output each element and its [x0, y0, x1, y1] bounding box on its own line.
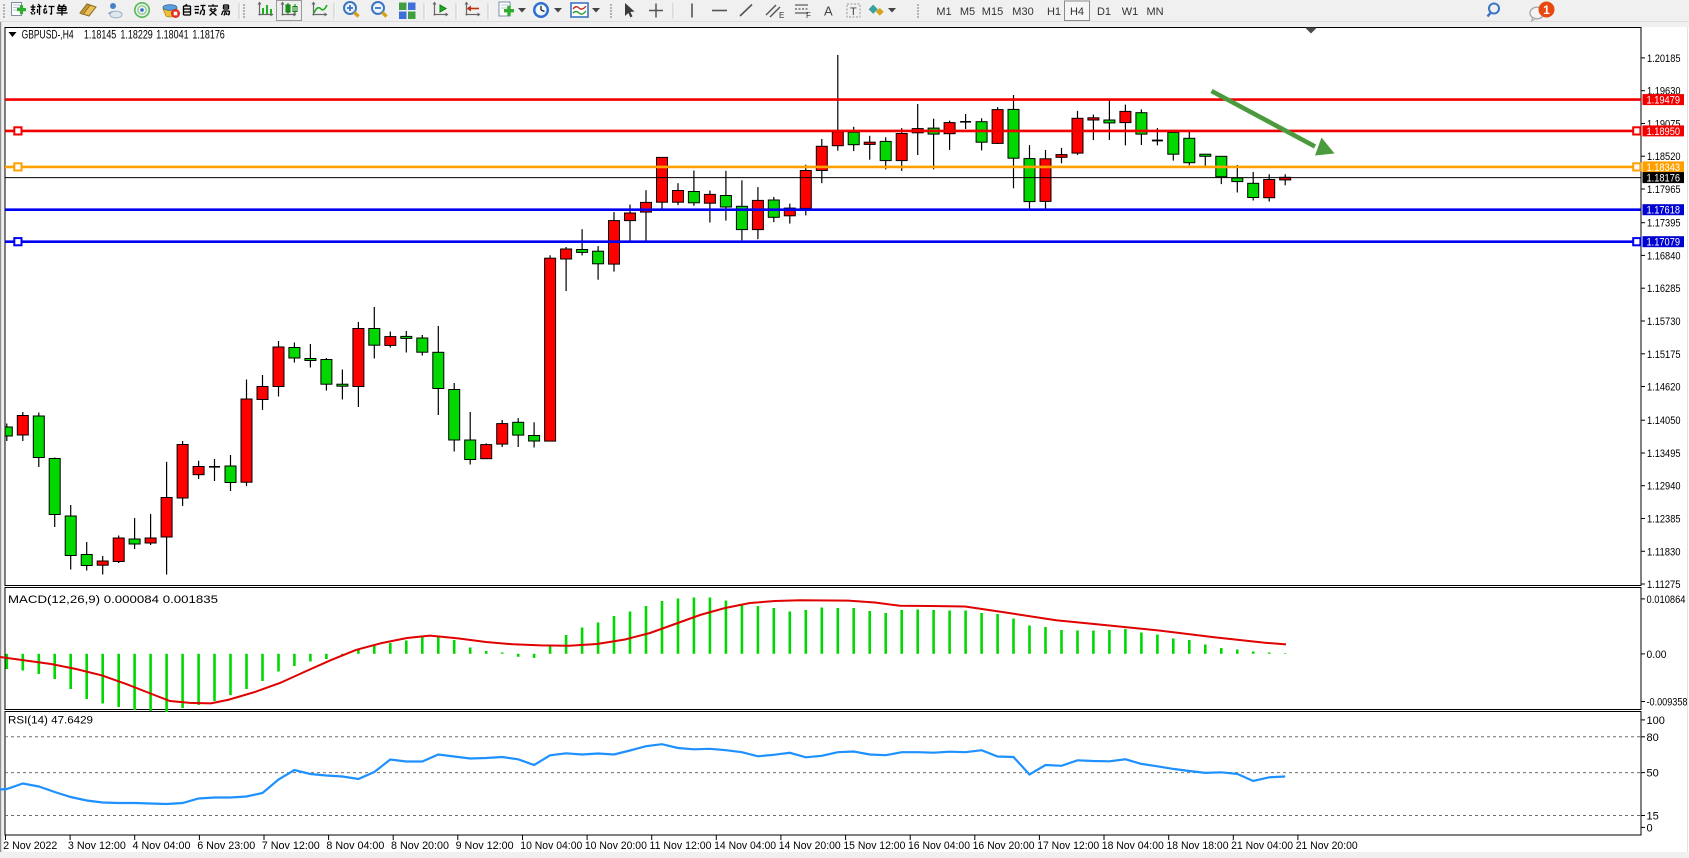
svg-text:A: A — [824, 4, 833, 19]
svg-text:1.11275: 1.11275 — [1647, 579, 1681, 591]
svg-text:18 Nov 04:00: 18 Nov 04:00 — [1102, 840, 1164, 852]
svg-text:15: 15 — [1647, 811, 1659, 823]
svg-text:6 Nov 23:00: 6 Nov 23:00 — [197, 840, 255, 852]
svg-text:M1: M1 — [936, 6, 951, 18]
svg-text:100: 100 — [1647, 715, 1665, 727]
svg-text:3 Nov 12:00: 3 Nov 12:00 — [68, 840, 126, 852]
svg-text:16 Nov 04:00: 16 Nov 04:00 — [908, 840, 970, 852]
svg-text:1.12385: 1.12385 — [1647, 514, 1681, 526]
svg-text:M30: M30 — [1012, 6, 1033, 18]
svg-text:14 Nov 20:00: 14 Nov 20:00 — [779, 840, 841, 852]
svg-text:10 Nov 04:00: 10 Nov 04:00 — [520, 840, 582, 852]
svg-text:0: 0 — [1647, 822, 1653, 834]
svg-text:M5: M5 — [960, 6, 975, 18]
svg-text:17 Nov 12:00: 17 Nov 12:00 — [1037, 840, 1099, 852]
svg-text:50: 50 — [1647, 768, 1659, 780]
svg-text:0.010864: 0.010864 — [1647, 594, 1686, 606]
svg-text:F: F — [806, 11, 811, 20]
svg-text:1.14620: 1.14620 — [1647, 382, 1681, 394]
svg-text:8 Nov 20:00: 8 Nov 20:00 — [391, 840, 449, 852]
svg-text:1.18950: 1.18950 — [1647, 126, 1681, 138]
svg-text:GBPUSD-,H4: GBPUSD-,H4 — [22, 30, 74, 42]
svg-text:1.17079: 1.17079 — [1647, 237, 1681, 249]
svg-text:1.11830: 1.11830 — [1647, 546, 1681, 558]
svg-text:11 Nov 12:00: 11 Nov 12:00 — [650, 840, 712, 852]
svg-text:D1: D1 — [1097, 6, 1111, 18]
svg-text:0.00: 0.00 — [1647, 649, 1667, 661]
svg-text:E: E — [779, 11, 784, 20]
svg-text:21 Nov 20:00: 21 Nov 20:00 — [1296, 840, 1358, 852]
svg-text:10 Nov 20:00: 10 Nov 20:00 — [585, 840, 647, 852]
svg-text:1.18176: 1.18176 — [1647, 173, 1681, 185]
svg-text:H1: H1 — [1047, 6, 1061, 18]
svg-text:1.16840: 1.16840 — [1647, 250, 1681, 262]
svg-text:1: 1 — [1543, 3, 1550, 17]
svg-text:RSI(14) 47.6429: RSI(14) 47.6429 — [8, 715, 93, 727]
svg-text:MACD(12,26,9) 0.000084 0.00183: MACD(12,26,9) 0.000084 0.001835 — [8, 594, 218, 606]
svg-text:-0.009358: -0.009358 — [1647, 697, 1688, 709]
svg-text:18 Nov 18:00: 18 Nov 18:00 — [1167, 840, 1229, 852]
svg-text:1.18343: 1.18343 — [1647, 162, 1681, 174]
svg-text:9 Nov 12:00: 9 Nov 12:00 — [456, 840, 514, 852]
svg-text:21 Nov 04:00: 21 Nov 04:00 — [1231, 840, 1293, 852]
svg-text:7 Nov 12:00: 7 Nov 12:00 — [262, 840, 320, 852]
svg-text:M15: M15 — [982, 6, 1003, 18]
svg-text:1.18176: 1.18176 — [192, 30, 224, 42]
svg-text:1.17618: 1.17618 — [1647, 205, 1681, 217]
svg-text:1.18041: 1.18041 — [156, 30, 188, 42]
svg-text:1.17395: 1.17395 — [1647, 218, 1681, 230]
svg-text:1.18145: 1.18145 — [84, 30, 116, 42]
svg-text:14 Nov 04:00: 14 Nov 04:00 — [714, 840, 776, 852]
svg-text:1.20185: 1.20185 — [1647, 53, 1681, 65]
svg-text:W1: W1 — [1122, 6, 1139, 18]
svg-text:1.13495: 1.13495 — [1647, 448, 1681, 460]
svg-text:1.15175: 1.15175 — [1647, 349, 1681, 361]
svg-text:MN: MN — [1146, 6, 1163, 18]
svg-text:1.15730: 1.15730 — [1647, 316, 1681, 328]
svg-text:1.18229: 1.18229 — [120, 30, 152, 42]
svg-text:H4: H4 — [1070, 6, 1084, 18]
svg-text:1.14050: 1.14050 — [1647, 415, 1681, 427]
svg-text:8 Nov 04:00: 8 Nov 04:00 — [326, 840, 384, 852]
svg-text:16 Nov 20:00: 16 Nov 20:00 — [973, 840, 1035, 852]
svg-text:80: 80 — [1647, 732, 1659, 744]
svg-text:1.17965: 1.17965 — [1647, 184, 1681, 196]
svg-text:4 Nov 04:00: 4 Nov 04:00 — [133, 840, 191, 852]
svg-text:T: T — [850, 6, 857, 18]
svg-text:1.12940: 1.12940 — [1647, 481, 1681, 493]
svg-text:1.19479: 1.19479 — [1647, 95, 1681, 107]
svg-text:15 Nov 12:00: 15 Nov 12:00 — [843, 840, 905, 852]
svg-text:1.18520: 1.18520 — [1647, 151, 1681, 163]
svg-text:1.16285: 1.16285 — [1647, 283, 1681, 295]
svg-text:2 Nov 2022: 2 Nov 2022 — [3, 840, 57, 852]
